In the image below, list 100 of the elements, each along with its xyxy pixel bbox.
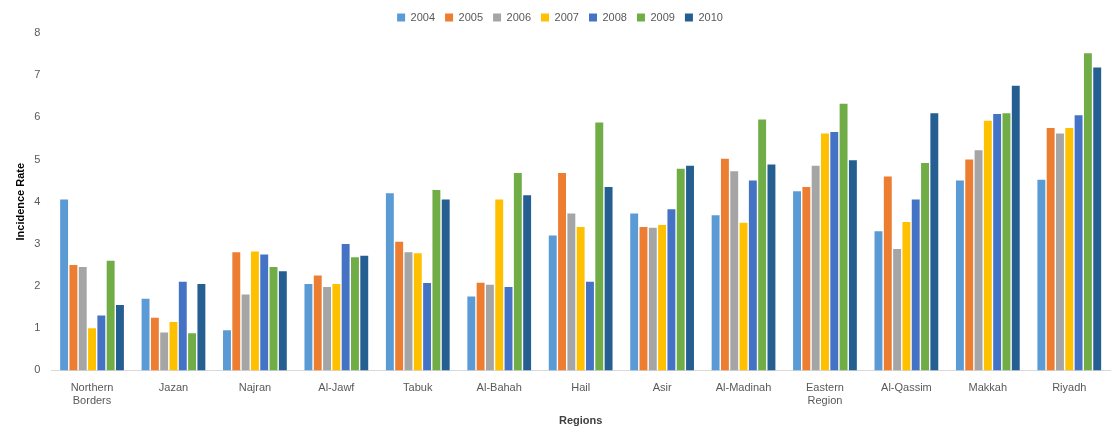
x-tick-label: Tabuk [403, 381, 433, 394]
bar [88, 328, 96, 371]
bar [513, 173, 522, 371]
bar [150, 317, 159, 371]
x-axis-title: Regions [558, 414, 603, 427]
bar [1046, 127, 1055, 371]
bar [197, 283, 206, 371]
y-tick-label: 3 [34, 236, 41, 249]
bar [60, 199, 69, 371]
y-axis-title: Incidence Rate [13, 162, 26, 241]
bar [467, 296, 476, 371]
x-tick-label: Eastern Region [806, 381, 844, 407]
x-tick-label: Asir [652, 381, 672, 394]
x-tick-label: Northern Borders [70, 381, 114, 407]
bar [965, 159, 974, 371]
bar [1065, 127, 1074, 371]
bar [567, 213, 576, 371]
bar [911, 199, 920, 371]
bar [883, 176, 892, 371]
y-tick-label: 0 [34, 363, 41, 376]
bar [332, 283, 341, 371]
legend-label: 2010 [698, 10, 723, 23]
bar [141, 298, 150, 371]
legend-label: 2008 [602, 10, 627, 23]
x-tick-label: Al-Madinah [715, 381, 772, 394]
bar [955, 180, 964, 371]
x-tick-label: Najran [238, 381, 272, 394]
bar [395, 241, 404, 371]
bar [711, 215, 720, 371]
x-tick-label: Riyadh [1052, 381, 1087, 394]
bar [223, 330, 231, 371]
bar [160, 332, 169, 371]
bar [548, 235, 557, 371]
bar [385, 193, 394, 371]
y-tick-label: 1 [34, 321, 41, 334]
bar [686, 165, 694, 371]
legend-label: 2007 [554, 10, 579, 23]
x-tick-label: Jazan [158, 381, 189, 394]
bar [720, 158, 729, 371]
bar [178, 281, 187, 371]
x-tick-label: Makkah [968, 381, 1008, 394]
bar [893, 248, 902, 371]
bar [676, 168, 685, 371]
bar [432, 189, 441, 371]
bar [78, 267, 87, 371]
legend-label: 2004 [410, 10, 436, 23]
bar [413, 253, 422, 371]
bar [558, 173, 566, 371]
bar [630, 213, 639, 371]
bar [69, 264, 78, 371]
bar [748, 180, 757, 371]
y-tick-label: 5 [34, 152, 41, 165]
bar [921, 162, 929, 371]
bar [313, 275, 322, 371]
y-tick-label: 6 [34, 110, 41, 123]
bar [1056, 133, 1064, 371]
bar [839, 103, 848, 371]
bar [304, 283, 313, 371]
bar [116, 305, 124, 371]
bar [441, 199, 450, 371]
bar [351, 257, 359, 371]
y-tick-label: 2 [34, 279, 41, 292]
y-tick-label: 7 [34, 68, 41, 81]
bar [811, 165, 820, 371]
bar [278, 271, 287, 371]
x-tick-label: Hail [571, 381, 591, 394]
bar [485, 284, 494, 371]
bar [648, 227, 657, 371]
legend-label: 2009 [650, 10, 675, 23]
bar [902, 221, 911, 371]
bar [97, 315, 106, 371]
bar [983, 120, 992, 371]
bar [993, 113, 1002, 371]
bar [1011, 85, 1020, 371]
bar [423, 283, 432, 371]
bar [667, 209, 676, 371]
bar [1037, 179, 1046, 371]
bar [495, 199, 504, 371]
bar [188, 333, 197, 371]
bar [848, 160, 857, 371]
bar [658, 224, 667, 371]
bar [523, 195, 532, 371]
bar [793, 191, 801, 371]
legend-label: 2005 [458, 10, 484, 23]
bar [802, 186, 811, 371]
bar [586, 281, 594, 371]
x-tick-label: Al-Bahah [476, 381, 522, 394]
bar [106, 260, 115, 371]
bar [576, 227, 585, 371]
bar [758, 119, 767, 371]
bar [232, 252, 241, 371]
bar [360, 255, 369, 371]
legend-label: 2006 [506, 10, 532, 23]
x-tick-label: Al-Qassim [881, 381, 932, 394]
y-tick-label: 8 [34, 26, 41, 39]
bar [730, 171, 739, 371]
bar [1074, 115, 1083, 371]
bar [476, 282, 485, 371]
bar [930, 113, 939, 371]
bar [260, 254, 269, 371]
